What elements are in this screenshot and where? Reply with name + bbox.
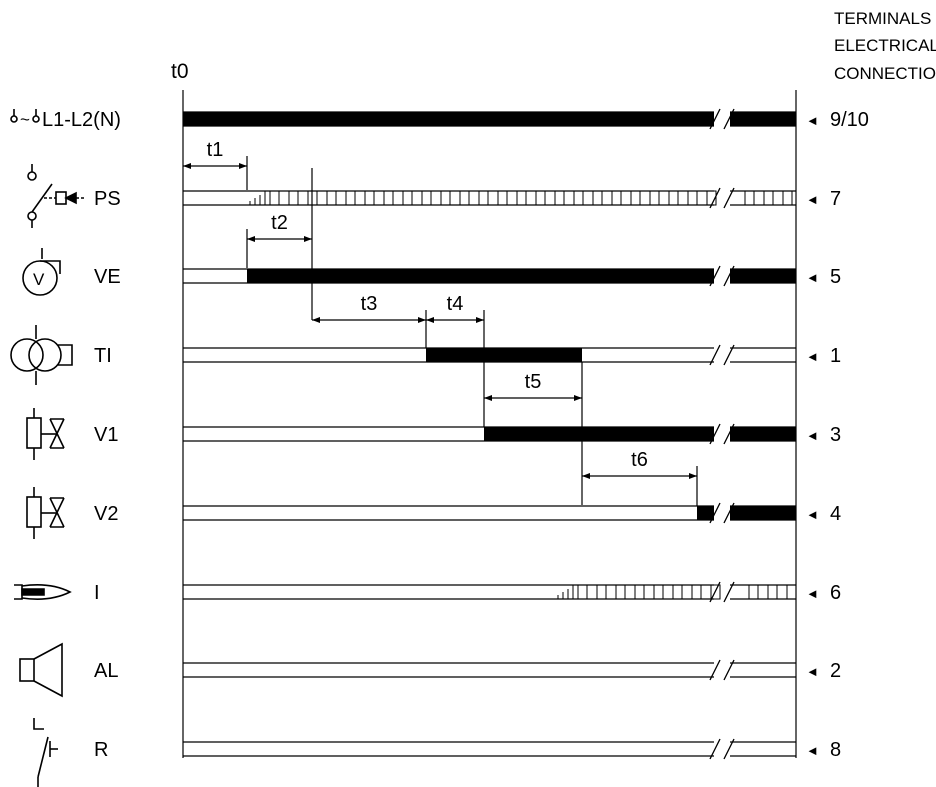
terminals-title-line-2: ELECTRICAL [834, 36, 936, 55]
terminal-number: 6 [830, 582, 841, 604]
signal-label: TI [94, 345, 112, 367]
terminals-title-line-3: CONNECTIONS [834, 64, 936, 83]
signal-row-al: AL ◄ 2 [94, 659, 841, 682]
terminal-marker: ◄ [806, 113, 819, 128]
signal-label: VE [94, 266, 121, 288]
valve-icon [26, 408, 65, 460]
svg-text:~: ~ [20, 110, 30, 129]
terminal-number: 2 [830, 660, 841, 682]
interval-label-t2: t2 [271, 212, 288, 234]
terminal-number: 9/10 [830, 109, 869, 131]
signal-label: I [94, 582, 100, 604]
interval-t5: t5 [484, 362, 583, 505]
terminal-marker: ◄ [806, 428, 819, 443]
interval-t1: t1 [183, 139, 248, 190]
fan-icon: V [22, 248, 61, 296]
terminal-number: 1 [830, 345, 841, 367]
signal-label: PS [94, 188, 121, 210]
terminal-marker: ◄ [806, 270, 819, 285]
interval-label-t1: t1 [207, 139, 224, 161]
terminal-marker: ◄ [806, 192, 819, 207]
terminal-marker: ◄ [806, 664, 819, 679]
t0-label: t0 [171, 60, 189, 83]
signal-label: AL [94, 660, 118, 682]
signal-row-i: I ◄ 6 [94, 581, 841, 604]
interval-t2: t2 [246, 168, 313, 320]
terminal-marker: ◄ [806, 349, 819, 364]
ignition-transformer-icon [10, 325, 73, 385]
svg-text:V: V [33, 270, 45, 289]
signal-row-l1-l2-n-: L1-L2(N) ◄ 9/10 [42, 108, 869, 131]
signal-row-ti: TI ◄ 1 [94, 344, 841, 367]
thermostat-icon [33, 718, 58, 787]
terminal-marker: ◄ [806, 507, 819, 522]
pressure-switch-icon [27, 164, 86, 228]
interval-label-t3: t3 [361, 293, 378, 315]
signal-row-v1: V1 ◄ 3 [94, 423, 841, 446]
signal-icons: ~V [10, 109, 86, 787]
terminal-number: 3 [830, 424, 841, 446]
terminal-number: 7 [830, 188, 841, 210]
terminal-marker: ◄ [806, 586, 819, 601]
interval-label-t4: t4 [447, 293, 464, 315]
signal-row-r: R ◄ 8 [94, 738, 841, 761]
signal-label: R [94, 739, 108, 761]
interval-label-t5: t5 [525, 371, 542, 393]
interval-label-t6: t6 [631, 449, 648, 471]
valve-icon [26, 487, 65, 539]
interval-t4: t4 [426, 293, 485, 427]
terminals-title-line-1: TERMINALS FOR [834, 9, 936, 28]
signal-row-v2: V2 ◄ 4 [94, 502, 841, 525]
signal-label: L1-L2(N) [42, 109, 121, 131]
signal-label: V1 [94, 424, 118, 446]
power-supply-icon: ~ [10, 109, 40, 129]
alarm-icon [19, 642, 63, 698]
interval-dimensions: t1 t2 t3 t4 t5 t6 [183, 139, 698, 506]
interval-t3: t3 [312, 293, 427, 348]
signal-traces: L1-L2(N) ◄ 9/10 PS ◄ 7 VE ◄ 5 TI ◄ 1 V1 ◄ 3 V2 ◄ 4 I ◄ 6 AL ◄ 2… [42, 108, 869, 761]
signal-label: V2 [94, 503, 118, 525]
signal-row-ve: VE ◄ 5 [94, 265, 841, 288]
interval-t6: t6 [582, 449, 698, 506]
terminal-number: 5 [830, 266, 841, 288]
terminal-number: 8 [830, 739, 841, 761]
terminal-marker: ◄ [806, 743, 819, 758]
flame-icon [14, 584, 72, 600]
terminal-number: 4 [830, 503, 841, 525]
signal-row-ps: PS ◄ 7 [94, 187, 841, 210]
